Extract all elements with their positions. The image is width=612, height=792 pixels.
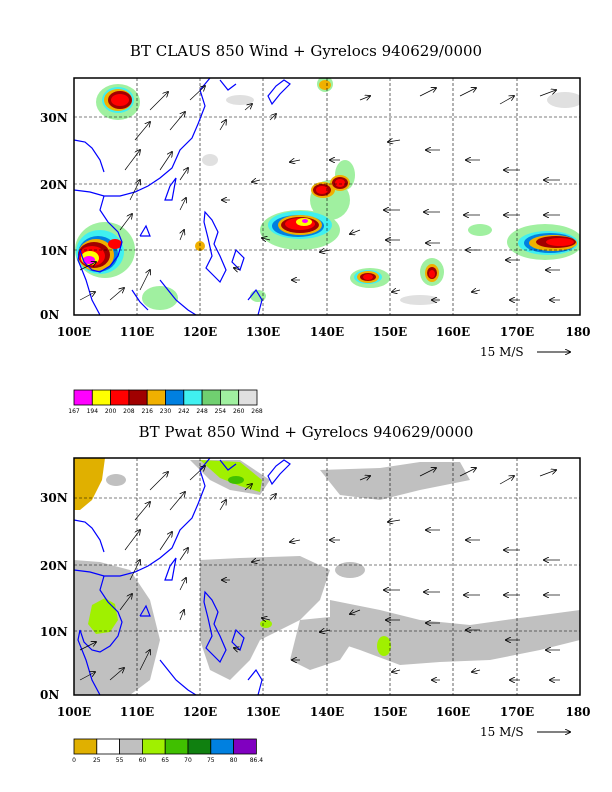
colorbar-swatch — [73, 738, 98, 755]
panel2-lat-0: 0N — [40, 688, 59, 702]
colorbar-tick-label: 200 — [105, 408, 117, 415]
colorbar-swatch — [96, 738, 121, 755]
panel2-lon-120: 120E — [183, 705, 217, 719]
colorbar-tick-label: 75 — [207, 757, 215, 764]
colorbar-tick-label: 208 — [123, 408, 135, 415]
panel2-lon-180: 180 — [565, 705, 590, 719]
colorbar-tick-label: 194 — [87, 408, 99, 415]
colorbar-tick-label: 242 — [178, 408, 190, 415]
colorbar-tick-label: 86.4 — [250, 757, 264, 764]
colorbar-swatch — [219, 389, 240, 406]
colorbar-swatch — [165, 389, 185, 406]
panel2-lat-20: 20N — [40, 559, 68, 573]
panel2-reference-label: 15 M/S — [480, 725, 524, 739]
panel1-lat-20: 20N — [40, 178, 68, 192]
colorbar-tick-label: 65 — [161, 757, 169, 764]
panel2-coastlines — [74, 458, 291, 695]
panel2-lon-110: 110E — [120, 705, 154, 719]
panel1-title: BT CLAUS 850 Wind + Gyrelocs 940629/0000 — [129, 42, 483, 60]
panel2-grid — [74, 458, 580, 695]
colorbar-tick-label: 248 — [196, 408, 208, 415]
colorbar-swatch — [183, 389, 203, 406]
panel2-lat-10: 10N — [40, 625, 68, 639]
colorbar-swatch — [233, 738, 257, 755]
colorbar-swatch — [91, 389, 112, 406]
panel2-title: BT Pwat 850 Wind + Gyrelocs 940629/0000 — [138, 423, 474, 441]
panel2-lon-130: 130E — [246, 705, 280, 719]
colorbar-swatch — [73, 389, 93, 406]
colorbar-tick-label: 254 — [215, 408, 227, 415]
panel1-lon-150: 150E — [373, 325, 407, 339]
panel1-lon-130: 130E — [246, 325, 280, 339]
panel1-lon-140: 140E — [310, 325, 344, 339]
colorbar-swatch — [128, 389, 148, 406]
panel1-shading — [75, 78, 580, 310]
panel2-frame — [73, 457, 581, 696]
panel1-lat-0: 0N — [40, 308, 59, 322]
panel1-lon-100: 100E — [57, 325, 91, 339]
colorbar-swatch — [119, 738, 143, 755]
panel2-lon-140: 140E — [310, 705, 344, 719]
panel2-lon-150: 150E — [373, 705, 407, 719]
panel2-lon-labels: 100E 110E 120E 130E 140E 150E 160E 170E … — [57, 705, 591, 719]
colorbar-swatch — [187, 738, 212, 755]
panel1-lon-110: 110E — [120, 325, 154, 339]
panel1-lon-labels: 100E 110E 120E 130E 140E 150E 160E 170E … — [57, 325, 591, 339]
panel1-lon-120: 120E — [183, 325, 217, 339]
panel2-lon-160: 160E — [436, 705, 470, 719]
colorbar-swatch — [110, 389, 130, 406]
panel1-lat-10: 10N — [40, 244, 68, 258]
colorbar-swatch — [238, 389, 258, 406]
colorbar-tick-label: 0 — [72, 757, 76, 764]
panel1-lon-160: 160E — [436, 325, 470, 339]
panel1-lat-labels: 0N 10N 20N 30N — [40, 111, 68, 322]
panel1-wind-vectors — [79, 86, 560, 300]
colorbar-tick-label: 167 — [68, 408, 80, 415]
panel1-map — [73, 77, 581, 316]
colorbar-swatch — [141, 738, 166, 755]
panel1-frame — [73, 77, 581, 316]
colorbar-tick-label: 80 — [230, 757, 238, 764]
panel2-lon-170: 170E — [500, 705, 534, 719]
panel2-colorbar: 0 25 55 60 65 70 75 80 86.4 — [72, 738, 264, 764]
colorbar-tick-label: 70 — [184, 757, 192, 764]
colorbar-tick-label: 55 — [116, 757, 124, 764]
colorbar-swatch — [164, 738, 189, 755]
colorbar-tick-label: 260 — [233, 408, 245, 415]
colorbar-swatch — [210, 738, 235, 755]
panel1-grid — [74, 78, 580, 315]
panel1-lat-30: 30N — [40, 111, 68, 125]
panel2-lat-labels: 0N 10N 20N 30N — [40, 491, 68, 702]
panel2-lon-100: 100E — [57, 705, 91, 719]
colorbar-tick-label: 230 — [160, 408, 172, 415]
panel2-lat-30: 30N — [40, 491, 68, 505]
panel2-wind-vectors — [79, 466, 560, 680]
colorbar-tick-label: 60 — [139, 757, 147, 764]
colorbar-swatch — [201, 389, 221, 406]
panel1-reference-label: 15 M/S — [480, 345, 524, 359]
panel1-lon-180: 180 — [565, 325, 590, 339]
panel1-lon-170: 170E — [500, 325, 534, 339]
panel2-map — [73, 457, 581, 696]
colorbar-tick-label: 25 — [93, 757, 101, 764]
colorbar-tick-label: 268 — [251, 408, 263, 415]
colorbar-tick-label: 216 — [141, 408, 153, 415]
colorbar-swatch — [146, 389, 166, 406]
panel1-colorbar: 167 194 200 208 216 230 242 248 254 260 268 — [68, 389, 263, 415]
